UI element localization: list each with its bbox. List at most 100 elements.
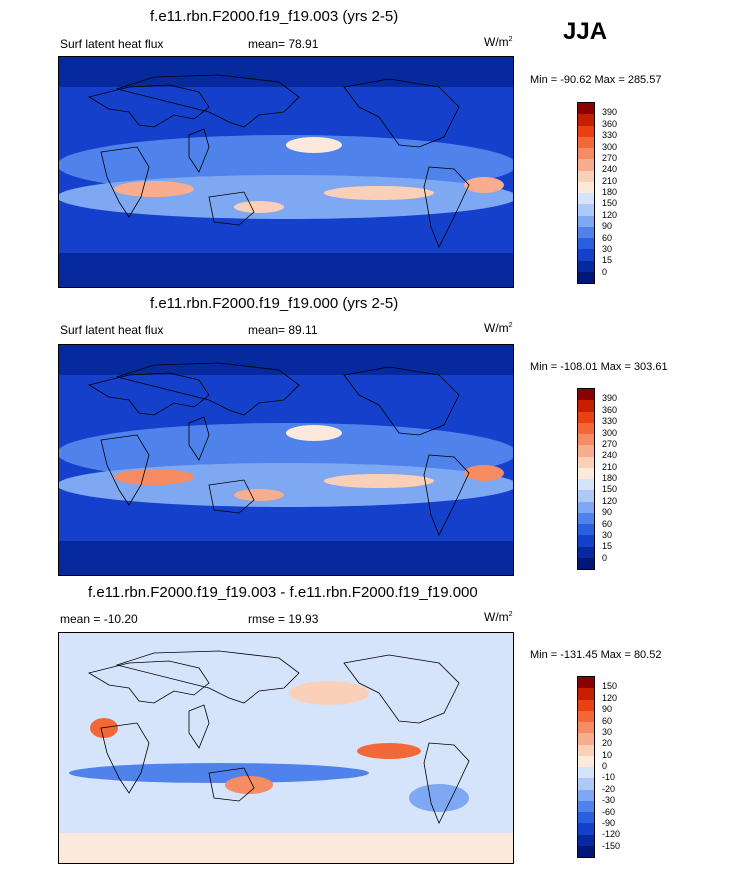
colorbar-swatch (578, 789, 594, 801)
colorbar-swatch (578, 159, 594, 171)
flux-maximum (234, 201, 284, 213)
colorbar-tick-label: 360 (602, 404, 618, 415)
colorbar-tick-label: 300 (602, 141, 618, 152)
coastline (87, 660, 210, 704)
panel-2-mean-label: mean= 89.11 (248, 323, 318, 337)
colorbar-tick-label: 90 (602, 221, 613, 232)
colorbar-tick-label: 330 (602, 130, 618, 141)
difference-band (59, 833, 513, 863)
colorbar-swatch (578, 271, 594, 283)
colorbar-swatch (578, 778, 594, 790)
colorbar-swatch (578, 411, 594, 423)
colorbar-swatch (578, 114, 594, 126)
coastline (208, 479, 255, 514)
flux-maximum (464, 465, 504, 481)
colorbar-tick-label: 150 (602, 198, 618, 209)
colorbar-swatch (578, 434, 594, 446)
colorbar-tick-label: 180 (602, 187, 618, 197)
colorbar-swatch (578, 755, 594, 767)
panel-1-variable-label: Surf latent heat flux (60, 37, 164, 51)
colorbar-swatch (578, 688, 594, 700)
colorbar-tick-label: 20 (602, 738, 613, 749)
polar-band (59, 253, 513, 287)
coastline (100, 722, 150, 794)
coastline (208, 767, 255, 802)
colorbar-tick-label: 90 (602, 507, 613, 518)
colorbar-swatch (578, 710, 594, 722)
panel-1-mean-label: mean= 78.91 (248, 37, 319, 51)
colorbar-tick-label: -60 (602, 806, 616, 817)
panel-3-title: f.e11.rbn.F2000.f19_f19.003 - f.e11.rbn.… (88, 584, 478, 601)
coastline (188, 128, 210, 173)
panel-1-units: W/m2 (484, 35, 513, 49)
flux-maximum (286, 425, 342, 441)
coastline (423, 166, 470, 248)
coastline (208, 191, 255, 226)
colorbar-tick-label: 210 (602, 175, 618, 186)
coastline (188, 416, 210, 461)
colorbar-swatch (578, 445, 594, 457)
polar-band (59, 541, 513, 575)
coastline (343, 366, 460, 436)
colorbar-tick-label: -120 (602, 829, 621, 840)
colorbar-tick-label: 15 (602, 255, 613, 266)
colorbar-swatch (578, 260, 594, 272)
panel-3-minmax: Min = -131.45 Max = 80.52 (530, 649, 662, 661)
colorbar-swatch (578, 103, 594, 115)
colorbar-swatch (578, 170, 594, 182)
coastline (343, 78, 460, 148)
colorbar-tick-label: 270 (602, 438, 618, 449)
colorbar-tick-label: -150 (602, 840, 621, 851)
colorbar-tick-label: 180 (602, 473, 618, 483)
panel-3-mean-label: mean = -10.20 (60, 612, 138, 626)
colorbar-tick-label: -90 (602, 817, 616, 828)
flux-maximum (114, 469, 194, 485)
flux-maximum (114, 181, 194, 197)
colorbar-swatch (578, 204, 594, 216)
coastline (188, 704, 210, 749)
panel-3-colorbar (577, 676, 595, 858)
panel-3-rmse-label: rmse = 19.93 (248, 612, 319, 626)
panel-2-minmax: Min = -108.01 Max = 303.61 (530, 361, 668, 373)
colorbar-tick-label: 120 (602, 495, 618, 506)
colorbar-swatch (578, 136, 594, 148)
colorbar-swatch (578, 699, 594, 711)
colorbar-tick-label: 30 (602, 726, 613, 737)
coastline (115, 362, 300, 416)
season-label: JJA (563, 18, 608, 45)
panel-1-colorbar (577, 102, 595, 284)
colorbar-tick-label: 300 (602, 427, 618, 438)
colorbar-swatch (578, 226, 594, 238)
polar-band (59, 57, 513, 87)
colorbar-swatch (578, 238, 594, 250)
colorbar-swatch (578, 722, 594, 734)
colorbar-tick-label: 120 (602, 209, 618, 220)
colorbar-swatch (578, 148, 594, 160)
colorbar-swatch (578, 535, 594, 547)
difference-field (59, 633, 513, 863)
panel-1-title: f.e11.rbn.F2000.f19_f19.003 (yrs 2-5) (150, 8, 399, 25)
colorbar-swatch (578, 845, 594, 857)
coastline (343, 654, 460, 724)
colorbar-tick-label: -10 (602, 772, 616, 783)
flux-maximum (464, 177, 504, 193)
panel-2-units: W/m2 (484, 321, 513, 335)
colorbar-swatch (578, 767, 594, 779)
colorbar-tick-label: 360 (602, 118, 618, 129)
colorbar-tick-label: 210 (602, 461, 618, 472)
panel-2-title: f.e11.rbn.F2000.f19_f19.000 (yrs 2-5) (150, 295, 399, 312)
colorbar-swatch (578, 125, 594, 137)
colorbar-swatch (578, 456, 594, 468)
colorbar-tick-label: 60 (602, 715, 613, 726)
difference-extreme (90, 718, 118, 738)
colorbar-tick-label: -20 (602, 783, 616, 794)
colorbar-swatch (578, 490, 594, 502)
coastline (423, 742, 470, 824)
colorbar-swatch (578, 823, 594, 835)
colorbar-swatch (578, 501, 594, 513)
polar-band (59, 345, 513, 375)
colorbar-swatch (578, 193, 594, 205)
coastline (115, 74, 300, 128)
colorbar-tick-label: 120 (602, 692, 618, 703)
panel-1-map (58, 56, 514, 288)
